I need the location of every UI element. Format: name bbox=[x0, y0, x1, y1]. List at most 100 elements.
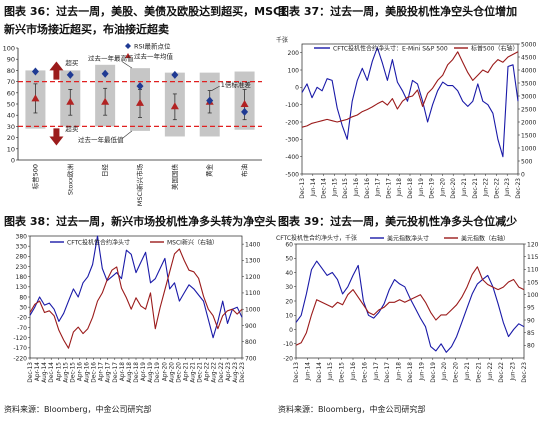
plot-frame bbox=[29, 235, 243, 359]
right-y-tick-label: 1500 bbox=[521, 132, 536, 139]
legend-rsi-marker bbox=[125, 43, 131, 49]
left-y-tick-label: 30 bbox=[19, 304, 27, 311]
one-std-label: 1倍标准差 bbox=[221, 80, 252, 89]
y-tick-label: 20 bbox=[7, 134, 15, 142]
x-tick-label: Dec-23 bbox=[516, 178, 522, 199]
left-y-tick-label: -10 bbox=[283, 341, 293, 348]
x-tick-label: Dec-18 bbox=[408, 362, 414, 383]
x-tick-label: 黄金 bbox=[205, 164, 214, 178]
fig39-usd-position-chart: -20 -10 0 10 20 30 40 50 60 80 85 90 95 100 105 110 115 1… bbox=[276, 234, 539, 383]
left-axis-unit: CFTC投机性合约净头寸，千张 bbox=[276, 234, 357, 242]
x-tick-label: Jun-14 bbox=[311, 178, 317, 198]
year-high-label: 过去一年最高值 bbox=[88, 53, 134, 62]
legend-label-position: 美元指数净头寸 bbox=[387, 235, 429, 243]
y-tick-label: 90 bbox=[7, 56, 15, 64]
legend-label-index: 美元指数（右轴） bbox=[461, 235, 509, 243]
x-tick-label: Apr-16 bbox=[77, 362, 83, 381]
x-tick-label: Jun-19 bbox=[419, 178, 425, 198]
avg-marker bbox=[170, 102, 179, 110]
left-y-tick-label: -170 bbox=[13, 345, 27, 352]
left-y-tick-label: 80 bbox=[19, 294, 27, 301]
legend-label-index: MSCI新兴（右轴） bbox=[167, 239, 218, 247]
year-low-label: 过去一年最低值 bbox=[78, 135, 124, 144]
right-y-tick-label: 4000 bbox=[521, 67, 536, 74]
x-tick-label: 日经 bbox=[100, 164, 109, 178]
series-line bbox=[301, 51, 519, 128]
legend-avg-label: 过去一年均值 bbox=[134, 52, 174, 61]
one-std-pointer bbox=[211, 85, 220, 91]
x-tick-label: Apr-17 bbox=[99, 362, 105, 381]
x-tick-label: Jun-17 bbox=[376, 178, 382, 198]
x-tick-label: Aug-21 bbox=[191, 362, 197, 383]
left-y-tick-label: 50 bbox=[285, 256, 293, 263]
x-tick-label: Apr-20 bbox=[162, 362, 168, 381]
left-y-tick-label: 30 bbox=[285, 284, 293, 291]
left-y-tick-label: 230 bbox=[16, 264, 28, 271]
fig36-title-line1: 图表 36：过去一周，美股、美债及欧股达到超买，MSCI bbox=[4, 5, 286, 18]
rsi-marker bbox=[241, 107, 249, 116]
left-y-tick-label: 130 bbox=[16, 284, 28, 291]
right-y-tick-label: 105 bbox=[527, 279, 539, 286]
x-tick-label: Aug-17 bbox=[106, 362, 112, 383]
y-tick-label: 30 bbox=[7, 123, 15, 131]
fig37-title: 图表 37：过去一周，美股投机性净空头仓位增加 bbox=[278, 5, 518, 18]
x-tick-label: Dec-16 bbox=[92, 362, 98, 383]
left-y-tick-label: 330 bbox=[16, 243, 28, 250]
rsi-marker bbox=[171, 70, 179, 79]
x-tick-label: Apr-22 bbox=[205, 362, 211, 381]
y-tick-label: 10 bbox=[7, 145, 15, 153]
legend-label-index: 标普500（右轴） bbox=[471, 45, 518, 53]
x-tick-label: Stoxx欧洲 bbox=[65, 164, 74, 195]
left-y-tick-label: 100 bbox=[288, 67, 300, 74]
left-y-tick-label: -100 bbox=[285, 102, 299, 109]
x-tick-label: Jun-15 bbox=[328, 362, 334, 382]
rsi-marker bbox=[206, 96, 214, 105]
x-tick-label: Dec-20 bbox=[176, 362, 182, 383]
x-tick-label: Jun-22 bbox=[484, 178, 490, 198]
x-tick-label: 布油 bbox=[240, 164, 249, 177]
right-y-tick-label: 80 bbox=[527, 343, 535, 350]
left-y-tick-label: -400 bbox=[285, 154, 299, 161]
series-line bbox=[29, 248, 243, 349]
series-line bbox=[295, 266, 525, 346]
source-note-left: 资料来源：Bloomberg，中金公司研究部 bbox=[4, 405, 152, 414]
fig39-title: 图表 39：过去一周，美元投机性净多头仓位减少 bbox=[278, 215, 518, 228]
avg-marker bbox=[240, 100, 249, 107]
right-y-tick-label: 500 bbox=[521, 158, 533, 165]
y-tick-label: 40 bbox=[7, 112, 15, 120]
right-y-tick-label: 1400 bbox=[245, 241, 260, 248]
left-y-tick-label: -70 bbox=[17, 325, 27, 332]
right-y-tick-label: 2500 bbox=[521, 106, 536, 113]
year-low-pointer bbox=[121, 130, 133, 139]
rsi-marker bbox=[31, 67, 39, 76]
right-y-tick-label: 800 bbox=[245, 339, 257, 346]
left-y-tick-label: -120 bbox=[13, 335, 27, 342]
x-tick-label: Dec-22 bbox=[499, 362, 505, 383]
fig38-em-position-chart: -220 -170 -120 -70 -20 30 80 130 180 230 280 330 380… bbox=[13, 233, 260, 383]
x-tick-label: Jun-16 bbox=[354, 178, 360, 198]
right-y-tick-label: 110 bbox=[527, 267, 539, 274]
x-tick-label: Dec-15 bbox=[70, 362, 76, 383]
right-y-tick-label: 5000 bbox=[521, 41, 536, 48]
oversold-label: 超卖 bbox=[65, 124, 79, 133]
x-tick-label: MSCI新兴市场 bbox=[135, 164, 144, 207]
y-tick-label: 70 bbox=[7, 78, 15, 86]
right-y-tick-label: 120 bbox=[527, 241, 539, 248]
x-tick-label: Dec-16 bbox=[362, 362, 368, 383]
x-tick-label: Dec-17 bbox=[386, 178, 392, 199]
x-tick-label: Jun-20 bbox=[440, 178, 446, 198]
left-y-tick-label: 200 bbox=[288, 50, 300, 57]
x-tick-label: Dec-17 bbox=[385, 362, 391, 383]
x-tick-label: Dec-13 bbox=[294, 362, 300, 383]
x-tick-label: Dec-20 bbox=[454, 362, 460, 383]
x-tick-label: Apr-23 bbox=[226, 362, 232, 381]
left-y-tick-label: -20 bbox=[17, 315, 27, 322]
x-tick-label: Aug-16 bbox=[85, 362, 91, 383]
x-tick-label: Jun-16 bbox=[351, 362, 357, 382]
right-y-tick-label: 0 bbox=[521, 171, 525, 178]
avg-marker bbox=[101, 97, 110, 105]
plot-frame bbox=[295, 243, 525, 359]
left-y-tick-label: 280 bbox=[16, 254, 28, 261]
x-tick-label: Dec-18 bbox=[134, 362, 140, 383]
rsi-marker bbox=[136, 82, 144, 91]
